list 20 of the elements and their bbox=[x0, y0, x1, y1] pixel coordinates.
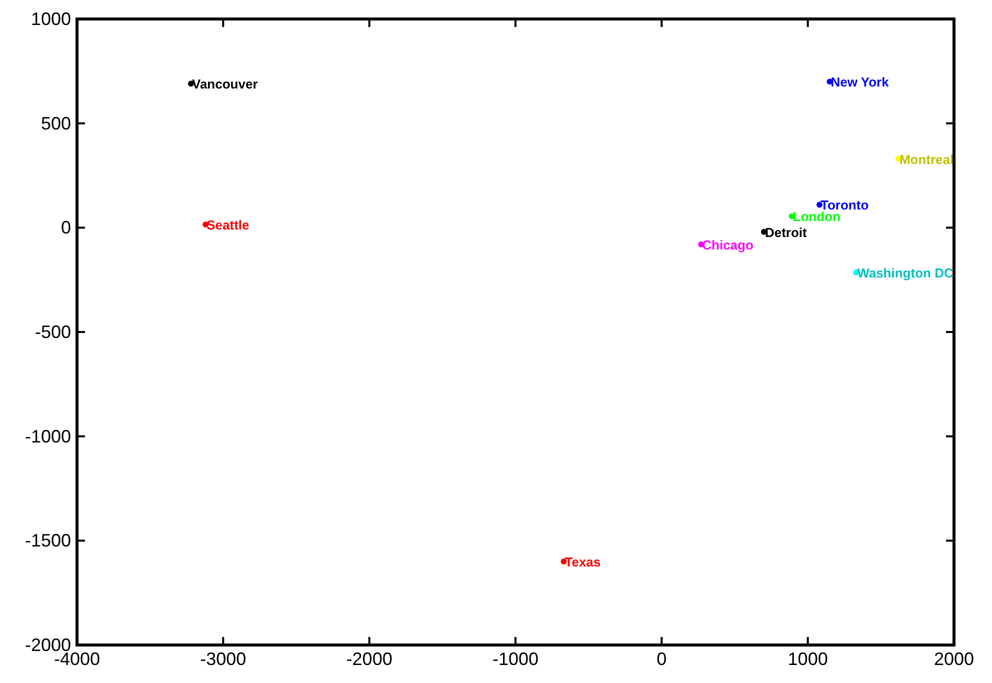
y-tick-label: -1000 bbox=[24, 426, 71, 446]
series-label: Detroit bbox=[764, 224, 808, 240]
series-label: Texas bbox=[564, 554, 601, 570]
y-tick-label: 500 bbox=[40, 113, 71, 134]
x-tick-label: 0 bbox=[656, 649, 667, 669]
x-tick-label: 1000 bbox=[788, 649, 828, 669]
x-tick-label: -1000 bbox=[492, 649, 539, 669]
x-tick-label: -3000 bbox=[200, 649, 246, 669]
series-label: Washington DC bbox=[857, 266, 954, 281]
series-label: New York bbox=[830, 74, 890, 90]
y-tick-label: -500 bbox=[34, 322, 71, 342]
x-tick-label: -2000 bbox=[346, 649, 392, 669]
x-tick-label: 2000 bbox=[934, 649, 974, 669]
y-tick-label: 1000 bbox=[30, 9, 71, 29]
y-tick-label: 0 bbox=[60, 218, 71, 238]
series-label: Chicago bbox=[702, 237, 754, 252]
series-label: Vancouver bbox=[192, 76, 258, 92]
series-label: Seattle bbox=[206, 218, 250, 233]
y-tick-label: -1500 bbox=[24, 530, 71, 551]
series-label: Montreal bbox=[899, 152, 954, 167]
